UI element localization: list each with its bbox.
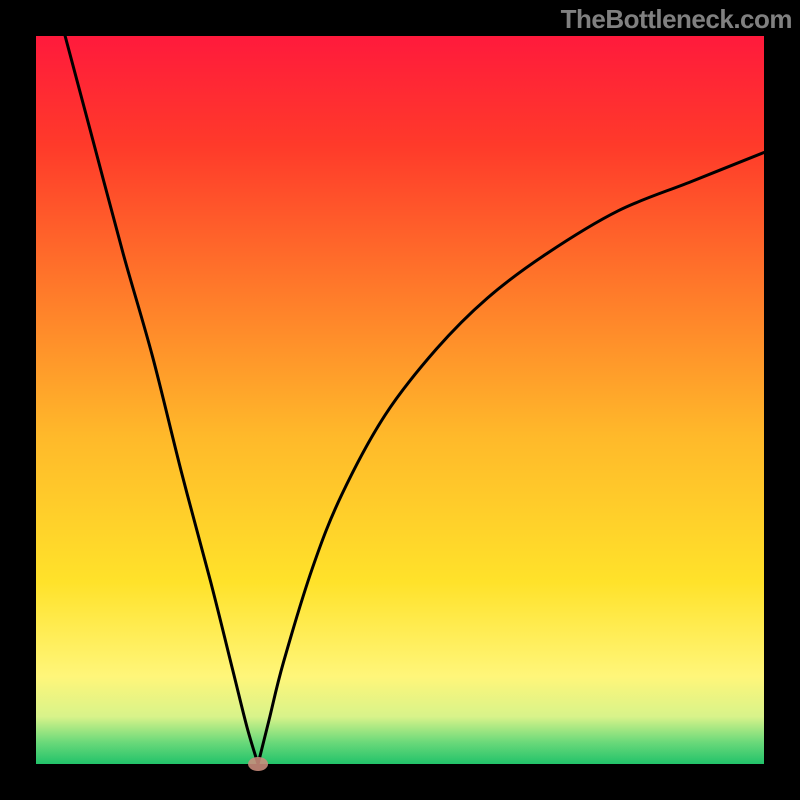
minimum-marker bbox=[248, 757, 268, 771]
chart-container: TheBottleneck.com bbox=[0, 0, 800, 800]
watermark-text: TheBottleneck.com bbox=[561, 4, 792, 35]
plot-background bbox=[36, 36, 764, 764]
bottleneck-chart bbox=[0, 0, 800, 800]
